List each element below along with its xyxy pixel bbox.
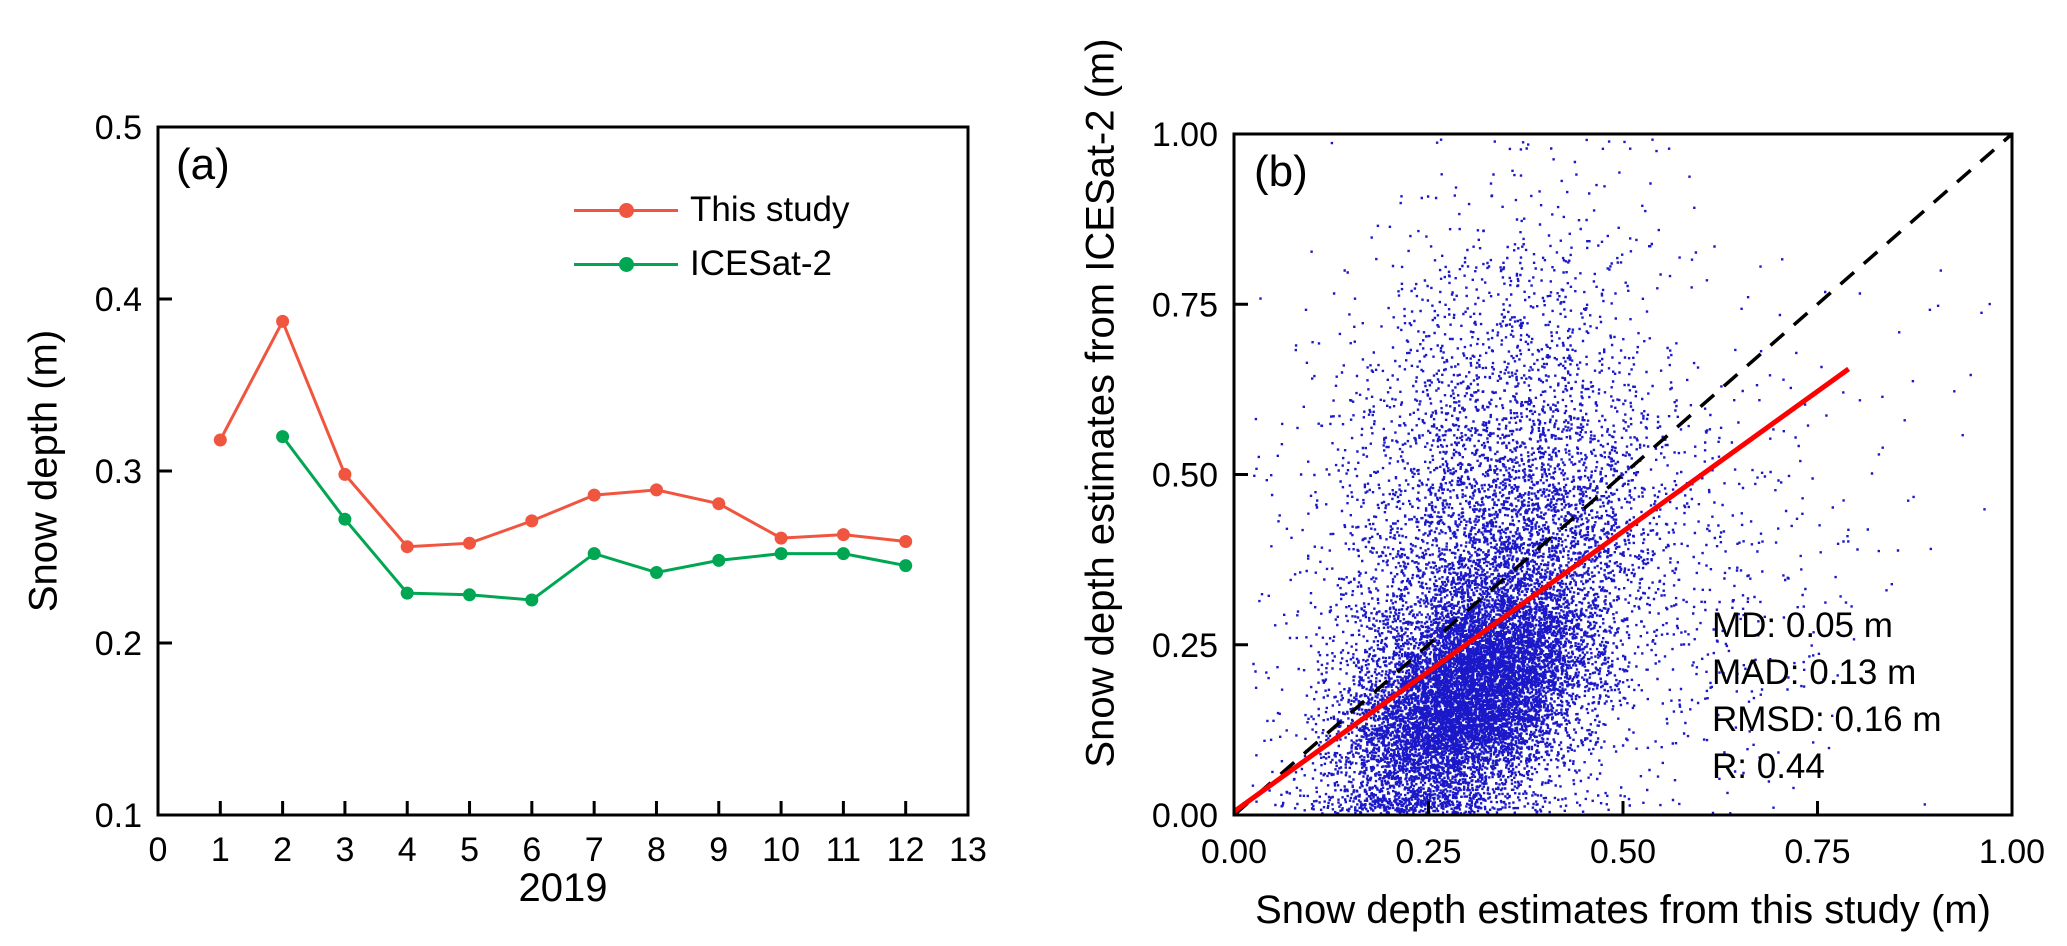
panel-b-y-axis-label: Snow depth estimates from ICESat-2 (m) — [1078, 38, 1123, 768]
svg-text:7: 7 — [585, 831, 604, 869]
svg-text:9: 9 — [709, 831, 728, 869]
svg-text:0.3: 0.3 — [95, 453, 142, 491]
panel-a-y-axis-label: Snow depth (m) — [21, 329, 66, 613]
stat-rmsd: RMSD: 0.16 m — [1712, 700, 1942, 739]
svg-text:3: 3 — [335, 831, 354, 869]
svg-text:1.00: 1.00 — [1979, 833, 2045, 871]
svg-text:2: 2 — [273, 831, 292, 869]
svg-text:0: 0 — [149, 831, 168, 869]
legend: This study ICESat-2 — [574, 190, 850, 284]
svg-text:0.00: 0.00 — [1201, 833, 1267, 871]
svg-text:1: 1 — [211, 831, 230, 869]
svg-text:0.00: 0.00 — [1152, 797, 1218, 835]
svg-text:0.1: 0.1 — [95, 797, 142, 835]
svg-text:0.50: 0.50 — [1152, 457, 1218, 495]
legend-label-this-study: This study — [690, 190, 850, 229]
svg-text:13: 13 — [949, 831, 987, 869]
panel-a-x-axis-label: 2019 — [518, 866, 608, 910]
panel-a-label: (a) — [176, 140, 230, 189]
svg-text:8: 8 — [647, 831, 666, 869]
stat-md: MD: 0.05 m — [1712, 606, 1893, 645]
legend-item-this-study: This study — [574, 190, 850, 230]
svg-text:0.50: 0.50 — [1590, 833, 1656, 871]
svg-text:0.75: 0.75 — [1152, 286, 1218, 324]
stat-r: R: 0.44 — [1712, 747, 1825, 786]
svg-text:0.2: 0.2 — [95, 625, 142, 663]
panel-b-x-axis-label: Snow depth estimates from this study (m) — [1255, 888, 1991, 932]
panel-b-label: (b) — [1254, 147, 1308, 196]
legend-marker-dot — [618, 256, 634, 272]
legend-line-this-study — [574, 202, 678, 218]
svg-text:5: 5 — [460, 831, 479, 869]
svg-text:4: 4 — [398, 831, 417, 869]
svg-text:10: 10 — [762, 831, 800, 869]
svg-text:12: 12 — [887, 831, 925, 869]
svg-text:1.00: 1.00 — [1152, 116, 1218, 154]
svg-text:0.5: 0.5 — [95, 109, 142, 147]
legend-line-icesat2 — [574, 256, 678, 272]
legend-marker-dot — [618, 202, 634, 218]
legend-item-icesat2: ICESat-2 — [574, 244, 850, 284]
svg-text:0.75: 0.75 — [1784, 833, 1850, 871]
svg-text:0.25: 0.25 — [1395, 833, 1461, 871]
svg-text:6: 6 — [522, 831, 541, 869]
stats-block: MD: 0.05 m MAD: 0.13 m RMSD: 0.16 m R: 0… — [1712, 602, 1942, 790]
svg-text:0.25: 0.25 — [1152, 627, 1218, 665]
legend-label-icesat2: ICESat-2 — [690, 244, 832, 283]
svg-text:11: 11 — [826, 831, 861, 869]
svg-text:0.4: 0.4 — [95, 281, 142, 319]
stat-mad: MAD: 0.13 m — [1712, 653, 1917, 692]
